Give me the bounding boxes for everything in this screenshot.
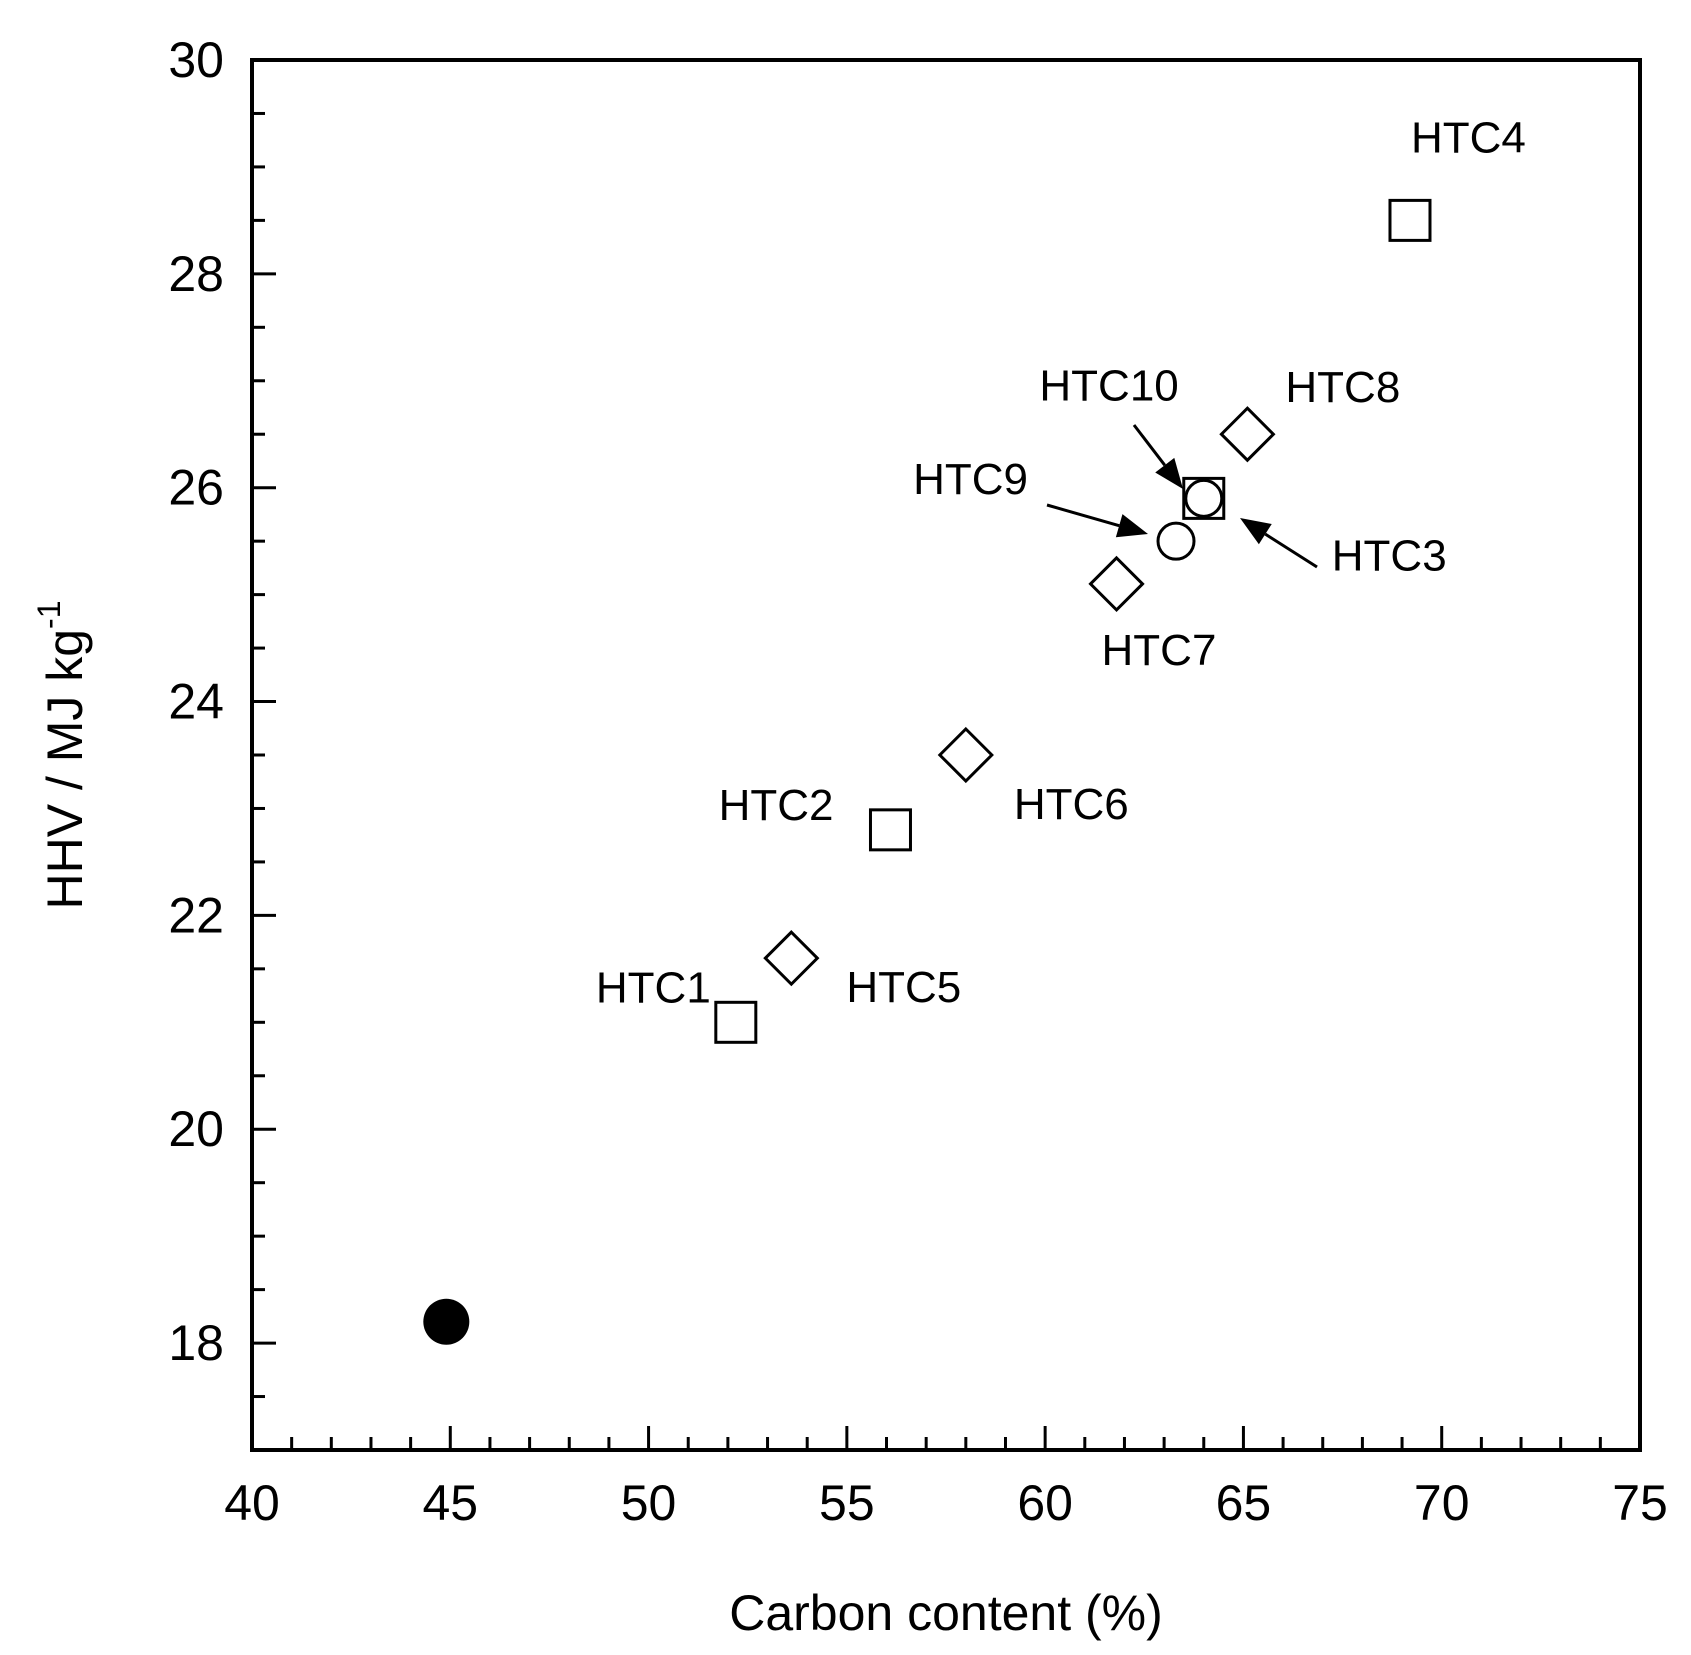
htc1-point [714,1000,758,1044]
data-points [423,198,1432,1345]
x-tick-label: 70 [1414,1475,1470,1531]
htc5-label: HTC5 [846,963,961,1012]
htc9-arrow-head [1115,514,1148,538]
htc9-label: HTC9 [913,455,1028,504]
htc4-point [1388,198,1432,242]
htc3-arrow-line [1264,532,1318,569]
y-axis-title-superscript: -1 [31,600,67,628]
point-labels: HTC1 HTC2 HTC3 HTC4 HTC5 HTC6 HTC7 HTC8 HTC9HTC1… [596,113,1526,1012]
x-tick-label: 65 [1216,1475,1272,1531]
label-arrows [1046,424,1318,569]
x-tick-label: 40 [224,1475,280,1531]
x-tick-label: 75 [1612,1475,1668,1531]
htc4-label: HTC4 [1411,113,1526,162]
x-tick-label: 50 [621,1475,677,1531]
y-tick-label: 18 [168,1315,224,1371]
htc10-label: HTC10 [1039,361,1178,410]
htc6-label: HTC6 [1014,780,1129,829]
htc8-point [1219,406,1276,463]
y-axis-title: HHV / MJ kg-1 [31,600,93,909]
htc2-point [868,808,912,852]
y-tick-label: 24 [168,674,224,730]
htc1-label: HTC1 [596,963,711,1012]
htc2-label: HTC2 [719,781,834,830]
htc9-point [1156,521,1196,561]
htc3-arrow-head [1240,518,1272,545]
htc6-point [937,726,994,784]
htc3-label: HTC3 [1332,531,1447,580]
htc5-point [763,930,820,987]
unlabeled-point [423,1298,470,1345]
axis-ticks [250,58,1642,1452]
x-axis-title: Carbon content (%) [729,1585,1163,1641]
htc8-label: HTC8 [1285,363,1400,412]
y-axis-title-main: HHV / MJ kg [37,629,93,910]
x-tick-label: 55 [819,1475,875,1531]
htc10-arrow-head [1155,457,1183,489]
htc10-point [1184,478,1224,518]
htc7-point [1088,555,1145,613]
y-tick-label: 20 [168,1101,224,1157]
y-tick-label: 30 [168,32,224,88]
y-tick-label: 22 [168,887,224,943]
x-tick-label: 60 [1017,1475,1073,1531]
x-tick-label: 45 [422,1475,478,1531]
htc9-arrow-line [1046,503,1120,528]
plot-frame [250,58,1642,1452]
axis-tick-labels: 40 45 50 55 60 65 70 75 18 20 22 24 26 28 30 [168,32,1667,1531]
htc3-point [1182,476,1226,520]
htc7-label: HTC7 [1102,626,1217,675]
y-tick-label: 28 [168,246,224,302]
y-tick-label: 26 [168,460,224,516]
htc10-arrow-line [1132,424,1166,467]
